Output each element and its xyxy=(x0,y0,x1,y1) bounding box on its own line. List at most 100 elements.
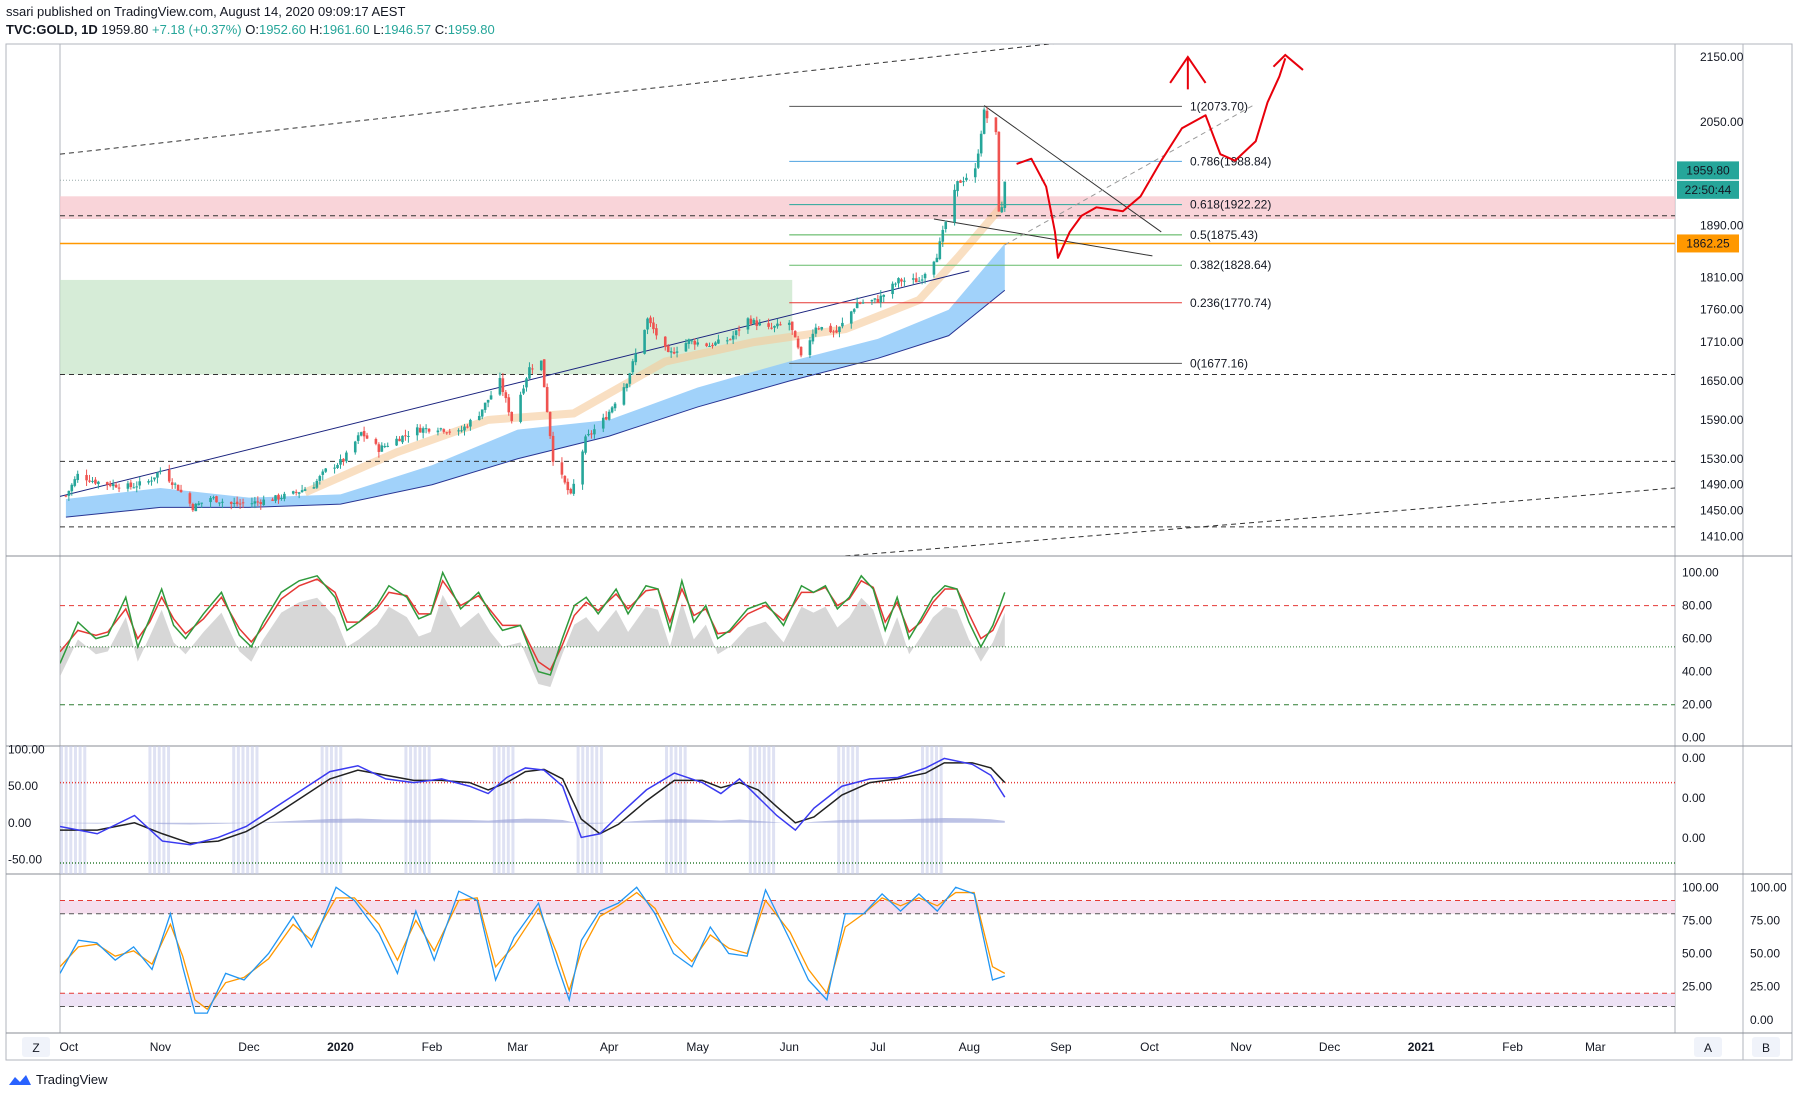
candle-body xyxy=(85,475,88,481)
stoch-rsi-tick: 100.00 xyxy=(1682,880,1719,894)
candle-body xyxy=(359,432,363,436)
z-button[interactable]: Z xyxy=(22,1037,50,1057)
price-tick-label: 1650.00 xyxy=(1700,374,1744,388)
tradingview-footer[interactable]: TradingView xyxy=(8,1072,108,1087)
candle-body xyxy=(817,328,821,330)
candle-body xyxy=(353,441,357,453)
candle-body xyxy=(507,397,511,413)
candle-body xyxy=(336,464,339,469)
candle-body xyxy=(439,428,443,430)
wavetrend-left-tick: 50.00 xyxy=(8,779,38,793)
stoch-rsi-k-line xyxy=(60,886,1005,1014)
symbol-name: TVC:GOLD, 1D xyxy=(6,22,98,37)
candle-body xyxy=(882,294,886,297)
wavetrend-band xyxy=(502,746,506,874)
price-pane[interactable]: 1(2073.70) 0.786(1988.84) 0.618(1922.22) 0.… xyxy=(60,43,1675,556)
candle-body xyxy=(714,342,717,346)
candle-body xyxy=(835,330,838,333)
candle-body xyxy=(551,435,555,462)
wavetrend-pane[interactable] xyxy=(60,746,1675,874)
a-button-label: A xyxy=(1704,1041,1712,1055)
stochastic-tick-label: 80.00 xyxy=(1682,599,1712,613)
wavetrend-histogram xyxy=(60,817,1005,825)
wavetrend-band xyxy=(409,746,413,874)
candle-body xyxy=(442,429,446,432)
wavetrend-band xyxy=(492,746,496,874)
candle-body xyxy=(796,338,800,348)
low-value: 1946.57 xyxy=(384,22,432,37)
wavetrend-band xyxy=(576,746,580,874)
time-axis[interactable]: Oct Nov Dec 2020 Feb Mar Apr May Jun Jul Aug Sep Oct… xyxy=(60,1040,1606,1054)
price-axis[interactable]: 2150.00 2050.00 1890.00 1810.00 1760.00 1710.… xyxy=(1677,50,1744,544)
candle-body xyxy=(1003,181,1007,208)
candle-body xyxy=(891,283,894,295)
fib-label: 0.618(1922.22) xyxy=(1190,198,1271,212)
wavetrend-band xyxy=(148,746,152,874)
candle-body xyxy=(448,431,452,433)
wavetrend-band xyxy=(846,746,850,874)
candle-body xyxy=(652,322,655,330)
candle-body xyxy=(560,462,564,475)
wavetrend-band xyxy=(334,746,338,874)
stoch-rsi-overbought-zone xyxy=(60,900,1675,914)
stochastic-axis: 100.00 80.00 60.00 40.00 20.00 0.00 xyxy=(1682,566,1719,745)
a-button[interactable]: A xyxy=(1694,1037,1722,1057)
candle-body xyxy=(858,303,862,305)
wavetrend-right-tick: 0.00 xyxy=(1682,831,1706,845)
wavetrend-band xyxy=(404,746,408,874)
candle-body xyxy=(253,501,257,504)
countdown-badge-bg xyxy=(1677,180,1739,199)
orange-level-badge-bg xyxy=(1677,234,1739,253)
candle-body xyxy=(283,493,286,499)
wavetrend-band xyxy=(153,746,157,874)
candle-body xyxy=(911,278,915,280)
wavetrend-band xyxy=(753,746,757,874)
candle-body xyxy=(135,486,139,488)
candle-body xyxy=(277,494,280,500)
wavetrend-band xyxy=(851,746,855,874)
candle-body xyxy=(873,298,877,300)
wavetrend-left-tick: 100.00 xyxy=(8,743,45,757)
candle-body xyxy=(318,476,322,481)
price-tick-label: 2050.00 xyxy=(1700,115,1744,129)
candle-body xyxy=(938,241,942,259)
wavetrend-band xyxy=(83,746,87,874)
candle-body xyxy=(321,471,325,475)
tradingview-brand: TradingView xyxy=(36,1072,108,1087)
candle-body xyxy=(67,490,71,496)
candle-body xyxy=(404,435,407,437)
candle-body xyxy=(238,503,242,505)
stoch-rsi-pane[interactable] xyxy=(60,886,1675,1014)
wavetrend-band xyxy=(427,746,431,874)
candle-body xyxy=(979,133,983,154)
wavetrend-band xyxy=(921,746,925,874)
candle-body xyxy=(519,394,522,422)
time-tick-label: Dec xyxy=(238,1040,259,1054)
stochastic-pane[interactable] xyxy=(60,570,1675,706)
candle-body xyxy=(711,344,714,347)
candle-body xyxy=(221,501,224,503)
fib-label: 0.5(1875.43) xyxy=(1190,228,1258,242)
high-value: 1961.60 xyxy=(322,22,370,37)
candle-body xyxy=(531,368,534,370)
candle-body xyxy=(418,427,422,433)
time-tick-label: Feb xyxy=(1502,1040,1523,1054)
candle-body xyxy=(345,452,348,462)
candle-body xyxy=(138,481,142,486)
candle-body xyxy=(566,481,570,491)
wavetrend-band xyxy=(232,746,236,874)
candle-body xyxy=(563,475,567,483)
candle-body xyxy=(684,343,688,352)
candle-body xyxy=(504,392,508,399)
candle-body xyxy=(159,470,162,472)
last-price-badge: 1959.80 xyxy=(1686,163,1730,177)
candle-body xyxy=(97,481,100,485)
time-tick-label: Aug xyxy=(959,1040,980,1054)
candle-body xyxy=(746,318,750,330)
b-button[interactable]: B xyxy=(1752,1037,1780,1057)
candle-body xyxy=(876,298,880,303)
candle-body xyxy=(197,503,201,505)
candle-body xyxy=(498,377,502,395)
stoch-rsi-tick: 25.00 xyxy=(1682,980,1712,994)
